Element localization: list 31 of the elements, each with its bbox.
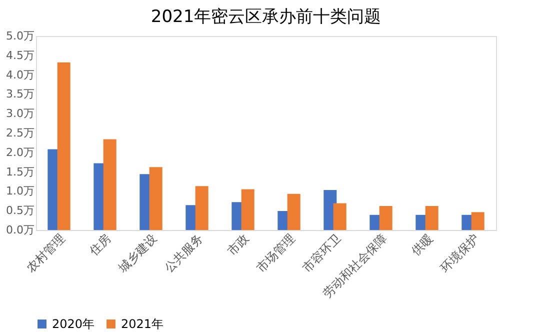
x-tick-label: 公共服务	[162, 231, 206, 275]
bar	[425, 206, 438, 230]
legend-label: 2020年	[52, 317, 95, 331]
bar	[149, 167, 162, 230]
legend-label: 2021年	[121, 317, 164, 331]
y-tick-label: 1.0万	[6, 184, 34, 198]
bar	[287, 194, 300, 230]
bar	[195, 186, 208, 230]
bar	[57, 62, 70, 230]
x-tick-label: 环境保护	[438, 231, 482, 275]
x-tick-label: 市政	[224, 231, 252, 258]
x-tick-label: 供暖	[408, 231, 436, 258]
x-tick-label: 市场管理	[254, 231, 298, 275]
bar	[379, 206, 392, 230]
y-tick-label: 4.0万	[6, 68, 34, 82]
x-tick-label: 城乡建设	[114, 231, 160, 276]
y-tick-label: 0.5万	[6, 204, 34, 218]
y-tick-label: 3.0万	[6, 107, 34, 120]
chart-title: 2021年密云区承办前十类问题	[150, 7, 382, 27]
y-tick-label: 5.0万	[6, 30, 34, 42]
bar	[103, 139, 116, 230]
y-tick-label: 3.5万	[6, 88, 34, 101]
y-tick-label: 2.5万	[6, 126, 34, 140]
y-tick-label: 0.0万	[6, 224, 34, 236]
bar	[241, 189, 254, 230]
y-tick-label: 1.5万	[6, 165, 34, 178]
bar	[471, 212, 484, 230]
y-tick-label: 2.0万	[6, 146, 34, 159]
y-tick-label: 4.5万	[6, 48, 34, 62]
bar	[333, 203, 346, 230]
x-tick-label: 住房	[86, 231, 114, 259]
